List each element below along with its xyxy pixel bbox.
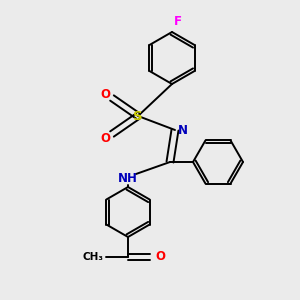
Text: O: O <box>100 131 110 145</box>
Text: F: F <box>174 15 182 28</box>
Text: O: O <box>155 250 165 263</box>
Text: S: S <box>133 110 143 122</box>
Text: O: O <box>100 88 110 100</box>
Text: N: N <box>178 124 188 136</box>
Text: NH: NH <box>118 172 138 184</box>
Text: CH₃: CH₃ <box>82 252 103 262</box>
